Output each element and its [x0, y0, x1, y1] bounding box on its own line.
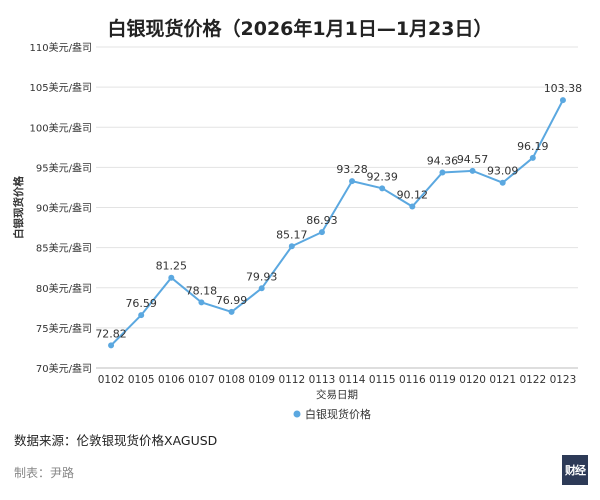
data-point: [499, 179, 506, 186]
data-label: 94.36: [427, 155, 459, 168]
data-label: 92.39: [366, 170, 398, 183]
data-point: [469, 167, 476, 174]
data-point: [379, 185, 386, 192]
series-line: [110, 99, 564, 347]
data-point: [349, 178, 356, 185]
data-point: [258, 285, 265, 292]
chart-title: 白银现货价格（2026年1月1日—1月23日）: [107, 18, 493, 40]
x-tick-label: 0115: [369, 374, 396, 386]
data-label: 93.28: [336, 163, 368, 176]
data-label: 90.12: [397, 189, 429, 202]
data-point: [409, 203, 416, 210]
y-tick-label: 75美元/盎司: [36, 322, 92, 335]
y-tick-label: 95美元/盎司: [36, 161, 92, 174]
y-tick-label: 80美元/盎司: [36, 282, 92, 295]
x-tick-label: 0120: [459, 374, 486, 386]
x-tick-label: 0102: [98, 374, 125, 386]
data-source-note: 数据来源：伦敦银现货价格XAGUSD: [14, 433, 218, 448]
data-label: 79.93: [246, 270, 278, 283]
data-label: 78.18: [186, 284, 218, 297]
author-credit: 制表：尹路: [14, 466, 75, 480]
x-tick-label: 0107: [188, 374, 215, 386]
x-tick-label: 0108: [218, 374, 245, 386]
x-tick-label: 0106: [158, 374, 185, 386]
x-tick-label: 0121: [489, 374, 516, 386]
x-tick-label: 0122: [519, 374, 546, 386]
y-tick-label: 85美元/盎司: [36, 242, 92, 255]
data-point: [228, 308, 235, 315]
data-point: [288, 243, 295, 250]
data-point: [168, 274, 175, 281]
x-tick-label: 0114: [339, 374, 366, 386]
x-tick-label: 0116: [399, 374, 426, 386]
data-point: [138, 312, 145, 319]
data-label: 72.82: [95, 327, 127, 340]
data-label: 93.09: [487, 165, 519, 178]
y-tick-label: 70美元/盎司: [36, 362, 92, 375]
publisher-logo: 财经: [562, 455, 588, 485]
data-label: 86.93: [306, 214, 338, 227]
legend-label: 白银现货价格: [305, 407, 371, 421]
data-label: 94.57: [457, 153, 489, 166]
data-point: [108, 342, 115, 349]
x-tick-label: 0119: [429, 374, 456, 386]
legend-marker: [293, 410, 301, 418]
y-tick-label: 105美元/盎司: [30, 81, 92, 94]
data-label: 85.17: [276, 228, 308, 241]
x-axis-title: 交易日期: [316, 388, 358, 401]
data-point: [529, 154, 536, 161]
data-label: 81.25: [156, 260, 188, 273]
data-point: [439, 169, 446, 176]
data-point: [559, 97, 566, 104]
data-label: 103.38: [544, 82, 583, 95]
data-label: 76.99: [216, 294, 248, 307]
x-tick-label: 0112: [278, 374, 305, 386]
x-tick-label: 0113: [309, 374, 336, 386]
line-chart: 70美元/盎司 75美元/盎司 80美元/盎司 85美元/盎司 90美元/盎司 95美元/…: [12, 41, 583, 421]
y-tick-label: 110美元/盎司: [30, 41, 92, 54]
y-tick-label: 100美元/盎司: [30, 121, 92, 134]
data-label: 96.19: [517, 140, 549, 153]
y-axis-title: 白银现货价格: [12, 176, 25, 239]
data-point: [198, 299, 205, 306]
y-tick-label: 90美元/盎司: [36, 202, 92, 215]
x-tick-label: 0105: [128, 374, 155, 386]
x-tick-label: 0123: [550, 374, 577, 386]
x-tick-label: 0109: [248, 374, 275, 386]
data-point: [318, 229, 325, 236]
data-label: 76.59: [125, 297, 157, 310]
